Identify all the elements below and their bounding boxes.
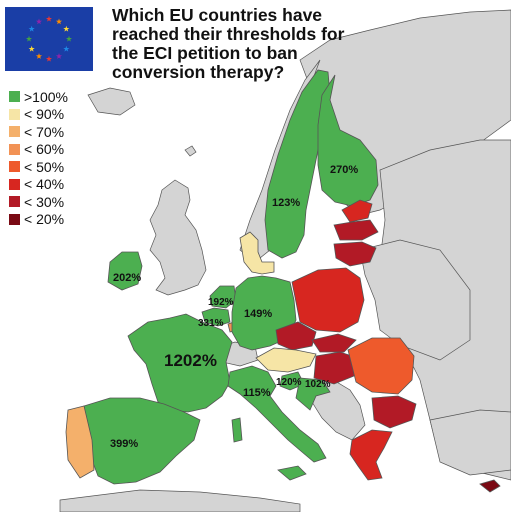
- country-bulgaria[interactable]: [371, 395, 417, 429]
- legend-item: < 20%: [9, 211, 68, 229]
- country-austria[interactable]: [255, 347, 317, 373]
- turkey: [429, 409, 511, 476]
- legend-label: < 20%: [24, 211, 65, 228]
- label-belgium: 331%: [198, 318, 224, 329]
- flag-star-icon: [35, 53, 43, 59]
- country-hungary[interactable]: [313, 351, 359, 385]
- legend-label: < 30%: [24, 193, 65, 210]
- legend-label: < 90%: [24, 106, 65, 123]
- label-italy: 115%: [243, 387, 271, 399]
- country-czechia[interactable]: [275, 321, 317, 351]
- flag-star-icon: [55, 18, 63, 25]
- label-ireland: 202%: [113, 272, 141, 284]
- country-labels: 123% 270% 202% 192% 331% 149% 1202% 115%…: [110, 164, 358, 450]
- uk: [149, 179, 207, 296]
- label-sweden: 123%: [272, 197, 300, 209]
- ukraine-belarus: [359, 239, 471, 361]
- country-slovakia[interactable]: [311, 333, 357, 353]
- legend-swatch: [9, 161, 20, 173]
- legend-item: < 70%: [9, 123, 68, 141]
- country-denmark[interactable]: [239, 231, 275, 275]
- flag-star-icon: [65, 35, 73, 42]
- flag-star-icon: [35, 18, 43, 25]
- label-germany: 149%: [244, 308, 272, 320]
- flag-star-icon: [28, 25, 35, 32]
- country-portugal[interactable]: [65, 405, 95, 479]
- country-greece[interactable]: [349, 429, 393, 481]
- eu-flag-icon: [5, 7, 93, 71]
- legend-swatch: [9, 213, 20, 225]
- flag-star-icon: [55, 53, 63, 59]
- label-france: 1202%: [164, 351, 217, 370]
- label-spain: 399%: [110, 438, 138, 450]
- flag-star-icon: [63, 25, 70, 32]
- legend: >100% < 90% < 70% < 60% < 50% < 40% < 30% < 20%: [9, 88, 68, 228]
- label-croatia: 102%: [305, 379, 331, 390]
- legend-item: >100%: [9, 88, 68, 106]
- north-africa: [59, 489, 301, 512]
- flag-star-icon: [45, 15, 53, 22]
- flag-star-icon: [25, 35, 33, 42]
- flag-star-icon: [28, 45, 35, 52]
- country-ireland[interactable]: [107, 251, 143, 291]
- country-sardinia[interactable]: [231, 417, 243, 443]
- country-france[interactable]: [127, 313, 233, 413]
- legend-swatch: [9, 108, 20, 120]
- country-italy[interactable]: [227, 365, 327, 463]
- faroe-shetland: [184, 145, 197, 157]
- label-slovenia: 120%: [276, 377, 302, 388]
- country-latvia[interactable]: [333, 219, 379, 241]
- iceland: [87, 87, 136, 116]
- legend-swatch: [9, 91, 20, 103]
- country-cyprus[interactable]: [479, 479, 501, 493]
- flag-star-icon: [45, 55, 53, 62]
- label-finland: 270%: [330, 164, 358, 176]
- legend-item: < 50%: [9, 158, 68, 176]
- country-croatia[interactable]: [295, 377, 331, 411]
- country-finland[interactable]: [317, 74, 379, 207]
- country-romania[interactable]: [347, 337, 415, 395]
- legend-swatch: [9, 126, 20, 138]
- legend-label: < 70%: [24, 123, 65, 140]
- eu-countries: [65, 69, 501, 493]
- legend-label: < 50%: [24, 158, 65, 175]
- country-poland[interactable]: [291, 267, 365, 333]
- legend-swatch: [9, 143, 20, 155]
- country-sicily[interactable]: [277, 465, 307, 481]
- legend-item: < 90%: [9, 106, 68, 124]
- page-title: Which EU countries have reached their th…: [112, 5, 345, 82]
- country-belgium[interactable]: [201, 307, 231, 327]
- legend-item: < 30%: [9, 193, 68, 211]
- legend-label: < 60%: [24, 141, 65, 158]
- label-netherlands: 192%: [208, 297, 234, 308]
- legend-item: < 60%: [9, 141, 68, 159]
- legend-swatch: [9, 178, 20, 190]
- country-slovenia[interactable]: [279, 371, 305, 391]
- legend-item: < 40%: [9, 176, 68, 194]
- country-lithuania[interactable]: [333, 241, 377, 267]
- legend-label: >100%: [24, 88, 68, 105]
- flag-star-icon: [63, 45, 70, 52]
- legend-swatch: [9, 196, 20, 208]
- eu-flag-stars: [25, 15, 73, 62]
- legend-label: < 40%: [24, 176, 65, 193]
- country-estonia[interactable]: [341, 199, 373, 223]
